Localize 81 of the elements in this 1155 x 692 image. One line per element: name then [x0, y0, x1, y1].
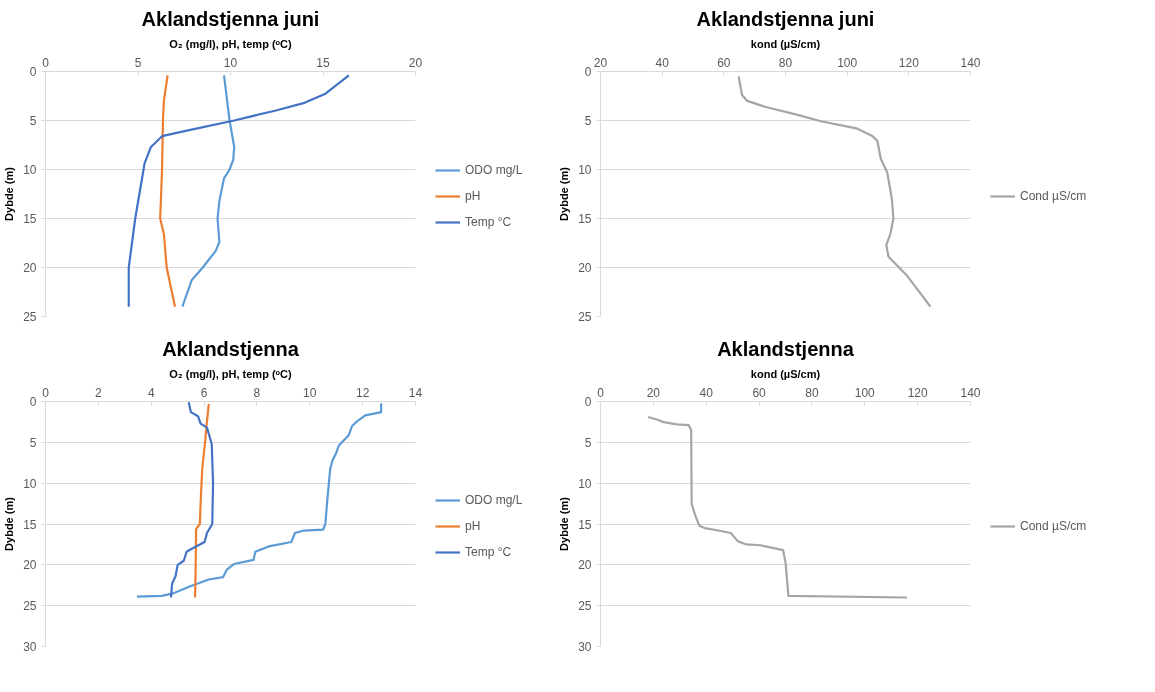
line-series	[127, 74, 350, 308]
x-tick-label: 40	[699, 385, 714, 400]
x-axis-title: kond (µS/cm)	[750, 367, 821, 380]
x-axis-title: O₂ (mg/l), pH, temp (ᵒC)	[169, 37, 293, 50]
chart-title: Aklandstjenna juni	[141, 7, 320, 30]
y-tick-label: 25	[578, 599, 592, 614]
y-axis-title: Dybde (m)	[3, 496, 16, 551]
y-axis-title: Dybde (m)	[3, 166, 16, 221]
x-tick-label: 14	[408, 385, 423, 400]
legend-label: Cond µS/cm	[1020, 518, 1087, 533]
y-tick-label: 20	[578, 261, 592, 275]
y-tick-label: 0	[584, 65, 592, 79]
x-tick-label: 140	[960, 55, 981, 70]
legend-label: pH	[465, 518, 482, 533]
y-axis-title: Dybde (m)	[558, 496, 571, 551]
legend-label: ODO mg/L	[465, 492, 523, 507]
x-tick-label: 5	[134, 55, 142, 70]
x-tick-label: 10	[223, 55, 238, 70]
y-tick-label: 0	[584, 395, 592, 409]
y-tick-label: 5	[584, 435, 592, 450]
x-tick-label: 10	[303, 385, 317, 400]
x-axis-title: kond (µS/cm)	[750, 37, 821, 50]
x-tick-label: 100	[854, 385, 876, 400]
x-tick-label: 140	[960, 385, 981, 400]
y-tick-label: 0	[29, 65, 37, 79]
legend-label: Temp °C	[465, 544, 512, 559]
y-tick-label: 15	[578, 212, 592, 226]
x-tick-label: 2	[95, 385, 103, 400]
x-tick-label: 20	[408, 55, 423, 70]
x-tick-label: 6	[200, 385, 208, 400]
y-tick-label: 20	[23, 558, 37, 573]
x-tick-label: 120	[898, 55, 920, 70]
line-series	[159, 74, 177, 308]
y-tick-label: 5	[584, 114, 592, 128]
x-tick-label: 4	[147, 385, 155, 400]
x-tick-label: 0	[597, 385, 605, 400]
y-tick-label: 15	[23, 212, 37, 226]
x-tick-label: 80	[778, 55, 793, 70]
x-tick-label: 8	[253, 385, 261, 400]
y-tick-label: 20	[23, 261, 37, 275]
y-tick-label: 20	[578, 558, 592, 573]
x-axis-title: O₂ (mg/l), pH, temp (ᵒC)	[169, 367, 293, 380]
chart-title: Aklandstjenna	[162, 337, 300, 360]
line-series	[737, 75, 932, 308]
y-tick-label: 30	[578, 640, 592, 654]
x-tick-label: 15	[316, 55, 330, 70]
x-tick-label: 120	[907, 385, 928, 400]
x-tick-label: 40	[655, 55, 670, 70]
x-tick-label: 0	[42, 55, 50, 70]
x-tick-label: 60	[752, 385, 767, 400]
x-tick-label: 12	[355, 385, 370, 400]
y-tick-label: 10	[578, 476, 592, 491]
y-tick-label: 10	[23, 163, 37, 177]
y-tick-label: 10	[578, 163, 592, 177]
y-tick-label: 15	[23, 517, 37, 532]
x-tick-label: 20	[646, 385, 661, 400]
y-axis-title: Dybde (m)	[558, 166, 571, 221]
line-series	[135, 402, 383, 598]
y-tick-label: 25	[23, 310, 37, 324]
legend-label: pH	[465, 188, 482, 203]
line-series	[193, 402, 210, 599]
line-series	[169, 401, 215, 599]
y-tick-label: 5	[29, 435, 37, 450]
x-tick-label: 0	[42, 385, 50, 400]
legend-label: ODO mg/L	[465, 162, 523, 177]
y-tick-label: 0	[29, 395, 37, 409]
y-tick-label: 30	[23, 640, 37, 654]
y-tick-label: 25	[23, 599, 37, 614]
y-tick-label: 25	[578, 310, 592, 324]
y-tick-label: 15	[578, 517, 592, 532]
legend-label: Temp °C	[465, 214, 512, 229]
x-tick-label: 60	[717, 55, 731, 70]
chart-title: Aklandstjenna juni	[696, 7, 875, 30]
y-tick-label: 10	[23, 476, 37, 491]
x-tick-label: 80	[805, 385, 819, 400]
chart-title: Aklandstjenna	[717, 337, 855, 360]
line-series	[646, 415, 909, 599]
x-tick-label: 100	[837, 55, 858, 70]
line-series	[181, 74, 236, 308]
legend-label: Cond µS/cm	[1020, 188, 1087, 203]
y-tick-label: 5	[29, 114, 37, 128]
